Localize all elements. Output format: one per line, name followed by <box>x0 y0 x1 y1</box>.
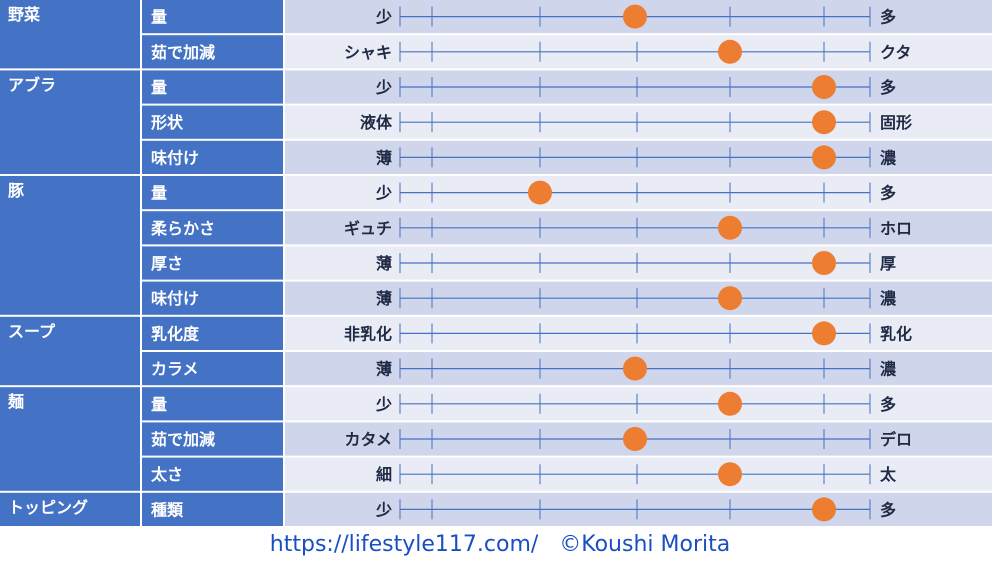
item-cell <box>142 211 283 245</box>
item-label: 形状 <box>151 113 184 132</box>
right-anchor-label: 固形 <box>880 113 912 132</box>
right-anchor-label: 濃 <box>880 289 897 308</box>
item-cell <box>142 281 283 315</box>
left-anchor-label: 少 <box>375 395 392 414</box>
item-label: 味付け <box>151 289 199 308</box>
item-label: 量 <box>151 8 167 27</box>
group-cell <box>0 176 140 315</box>
right-anchor-label: デロ <box>880 430 912 449</box>
left-anchor-label: シャキ <box>344 43 392 62</box>
group-label: 野菜 <box>8 5 40 24</box>
item-cell <box>142 0 283 34</box>
right-anchor-label: 多 <box>880 184 896 203</box>
group-label: スープ <box>8 322 56 341</box>
group-label: 麺 <box>7 392 24 411</box>
left-anchor-label: 薄 <box>376 254 392 273</box>
value-dot <box>623 4 647 29</box>
right-anchor-label: 乳化 <box>880 324 912 343</box>
item-cell <box>142 387 283 421</box>
group-cell <box>0 387 140 491</box>
item-label: カラメ <box>151 360 199 379</box>
left-anchor-label: 細 <box>376 465 392 484</box>
value-dot <box>623 356 647 381</box>
item-cell <box>142 176 283 210</box>
value-dot <box>812 75 836 99</box>
value-dot <box>812 251 836 275</box>
footer-credit: https://lifestyle117.com/ ©Koushi Morita <box>269 532 731 557</box>
value-dot <box>528 180 552 205</box>
item-label: 量 <box>151 395 167 414</box>
item-cell <box>142 70 283 104</box>
right-anchor-label: 厚 <box>880 254 896 273</box>
left-anchor-label: カタメ <box>344 430 392 449</box>
item-cell <box>142 316 283 350</box>
right-anchor-label: 多 <box>880 500 896 519</box>
left-anchor-label: 薄 <box>376 289 392 308</box>
right-anchor-label: 多 <box>880 395 896 414</box>
ramen-chart: 野菜量少多茹で加減 シャキ クタアブラ量少多形状 液体 固形味付け薄濃豚量少多柔らかさギ… <box>0 0 992 526</box>
left-anchor-label: 少 <box>375 78 392 97</box>
value-dot <box>812 497 836 522</box>
value-dot <box>812 321 836 346</box>
left-anchor-label: 薄 <box>376 148 392 167</box>
item-label: 太さ <box>150 465 183 484</box>
value-dot <box>718 215 742 240</box>
item-cell <box>142 246 283 280</box>
item-label: 種類 <box>151 500 184 519</box>
value-dot <box>718 462 742 487</box>
item-label: 量 <box>151 184 167 203</box>
item-cell <box>142 35 283 69</box>
item-label: 厚さ <box>151 254 183 273</box>
left-anchor-label: ギュチ <box>344 219 392 238</box>
item-cell <box>142 352 283 386</box>
item-cell <box>142 422 283 456</box>
group-cell <box>0 316 140 386</box>
group-label: 豚 <box>8 181 24 200</box>
item-label: 茹で加減 <box>151 430 215 449</box>
item-cell <box>142 140 283 174</box>
item-label: 乳化度 <box>151 324 200 343</box>
value-dot <box>718 286 742 311</box>
left-anchor-label: 液体 <box>360 113 393 132</box>
value-dot <box>623 427 647 451</box>
group-label: トッピング <box>8 498 88 517</box>
right-anchor-label: クタ <box>880 43 911 62</box>
right-anchor-label: 太 <box>879 465 897 484</box>
item-cell <box>142 492 283 526</box>
right-anchor-label: 濃 <box>880 360 897 379</box>
value-dot <box>718 39 742 64</box>
value-dot <box>718 391 742 416</box>
left-anchor-label: 少 <box>375 8 392 27</box>
item-cell <box>142 105 283 139</box>
left-anchor-label: 少 <box>375 500 392 519</box>
value-dot <box>812 145 836 170</box>
group-cell <box>0 0 140 69</box>
right-anchor-label: 多 <box>880 8 896 27</box>
left-anchor-label: 非乳化 <box>344 324 392 343</box>
item-label: 柔らかさ <box>150 219 215 238</box>
value-dot <box>812 110 836 135</box>
right-anchor-label: 濃 <box>880 148 897 167</box>
item-label: 量 <box>151 78 167 97</box>
left-anchor-label: 少 <box>375 184 392 203</box>
item-cell <box>142 457 283 491</box>
item-label: 味付け <box>151 148 199 167</box>
right-anchor-label: ホロ <box>880 219 912 238</box>
group-cell <box>0 492 140 526</box>
left-anchor-label: 薄 <box>376 360 392 379</box>
item-label: 茹で加減 <box>151 43 215 62</box>
group-cell <box>0 70 140 174</box>
group-label: アブラ <box>8 75 56 94</box>
right-anchor-label: 多 <box>880 78 896 97</box>
